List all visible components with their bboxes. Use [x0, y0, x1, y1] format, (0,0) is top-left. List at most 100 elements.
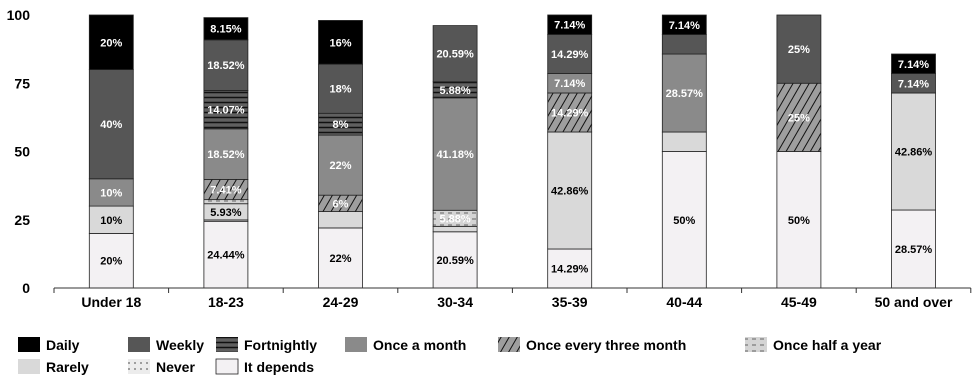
x-tick-label: 30-34 [437, 294, 473, 310]
legend-swatch [18, 337, 40, 352]
legend-label: Fortnightly [244, 337, 317, 353]
y-tick-label: 50 [14, 144, 30, 160]
data-label: 7.14% [554, 20, 585, 32]
bar-segment-it-depends [891, 209, 936, 289]
bar-segment-daily [318, 20, 363, 65]
data-label: 28.57% [666, 88, 704, 100]
data-label: 14.29% [551, 107, 589, 119]
data-label: 20.59% [436, 255, 474, 267]
data-label: 40% [100, 119, 122, 131]
legend-label: Once a month [373, 337, 466, 353]
bar-segment-it-depends [203, 220, 249, 289]
data-label: 7.14% [898, 59, 929, 71]
bar-segment-rarely [891, 92, 936, 211]
data-label: 5.88% [439, 213, 470, 225]
bar-segment-it-depends [88, 232, 134, 289]
legend-label: Once half a year [773, 337, 882, 353]
legend-item-fortnightly: Fortnightly [216, 337, 317, 353]
bar-segment-rarely [318, 211, 363, 229]
legend-item-weekly: Weekly [128, 337, 204, 353]
data-label: 7.14% [898, 78, 929, 90]
legend-swatch [345, 337, 367, 352]
bar-segment-once-every-three-month [776, 82, 822, 152]
data-label: 7.14% [669, 20, 700, 32]
legend-label: Weekly [156, 337, 204, 353]
legend-swatch [128, 337, 150, 352]
x-tick-label: 45-49 [781, 294, 817, 310]
bar-segment-rarely [547, 131, 593, 250]
data-label: 8% [333, 119, 349, 131]
legend-item-rarely: Rarely [18, 359, 89, 375]
legend-item-never: Never [128, 359, 195, 375]
bar-segment-daily [547, 14, 593, 35]
bar-segment-fortnightly [203, 90, 249, 130]
x-axis: Under 18 18-23 24-29 30-34 35-39 40-44 45-49 50… [53, 287, 972, 310]
data-label: 50% [788, 215, 810, 227]
bar-segment-daily [661, 14, 707, 35]
data-label: 14.29% [551, 49, 589, 61]
legend-item-once-a-month: Once a month [345, 337, 466, 353]
data-label: 7.14% [554, 78, 585, 90]
bar-segment-weekly [776, 14, 822, 84]
legend: Daily Weekly Fortnightly Once a month Once e… [18, 337, 882, 375]
x-tick-label: 35-39 [552, 294, 588, 310]
x-tick-label: 18-23 [208, 294, 244, 310]
legend-label: Never [156, 359, 195, 375]
y-axis: 0 25 50 75 100 [7, 7, 31, 296]
y-tick-label: 25 [14, 212, 30, 228]
data-label: 5.93% [210, 207, 241, 219]
y-tick-label: 0 [22, 280, 30, 296]
legend-item-once-half-a-year: Once half a year [745, 337, 882, 353]
data-label: 18.52% [207, 60, 245, 72]
bar-segment-it-depends [318, 227, 363, 289]
y-tick-label: 75 [14, 75, 30, 91]
bar-segment-weekly [661, 34, 707, 55]
legend-swatch [128, 359, 150, 374]
data-label: 20% [100, 256, 122, 268]
data-label: 10% [100, 187, 122, 199]
bar-segment-once-half-a-year [203, 199, 249, 205]
data-label: 14.07% [207, 105, 245, 117]
data-label: 14.29% [551, 263, 589, 275]
bar-segment-weekly [432, 25, 478, 83]
legend-item-once-every-three-month: Once every three month [498, 337, 686, 353]
legend-swatch [215, 358, 239, 375]
legend-label: Rarely [46, 359, 89, 375]
legend-label: Daily [46, 337, 80, 353]
legend-swatch [18, 359, 40, 374]
y-tick-label: 100 [7, 7, 31, 23]
data-label: 25% [788, 112, 810, 124]
data-label: 16% [329, 37, 351, 49]
legend-swatch [745, 337, 767, 352]
legend-swatch [498, 337, 520, 352]
data-label: 28.57% [895, 244, 933, 256]
data-label: 22% [329, 160, 351, 172]
x-tick-label: Under 18 [81, 294, 141, 310]
bar-segment-weekly [203, 39, 249, 91]
bar-segment-daily [203, 17, 249, 41]
data-label: 25% [788, 44, 810, 56]
data-label: 6% [333, 198, 349, 210]
bar-segment-daily [88, 14, 134, 70]
legend-item-daily: Daily [18, 337, 80, 353]
data-label: 42.86% [551, 185, 589, 197]
legend-item-it-depends: It depends [215, 358, 314, 375]
data-label: 10% [100, 215, 122, 227]
bar-segment-rarely [432, 225, 478, 233]
bar-segment-daily [891, 53, 936, 74]
data-label: 24.44% [207, 250, 245, 262]
bar-segment-rarely [661, 131, 707, 152]
bar-segment-rarely [88, 205, 134, 234]
legend-swatch [216, 337, 238, 352]
data-label: 18% [329, 84, 351, 96]
bar-segment-weekly [547, 34, 593, 74]
data-label: 20% [100, 37, 122, 49]
data-label: 5.88% [439, 85, 470, 97]
data-label: 8.15% [210, 24, 241, 36]
bar-segment-it-depends [776, 151, 822, 289]
data-label: 50% [673, 215, 695, 227]
bars: 20% 10% 10% 40% 20% 24.44% 5.93% 7.41% 18.52% 14.… [88, 14, 936, 289]
data-label: 22% [329, 253, 351, 265]
x-tick-label: 40-44 [666, 294, 702, 310]
